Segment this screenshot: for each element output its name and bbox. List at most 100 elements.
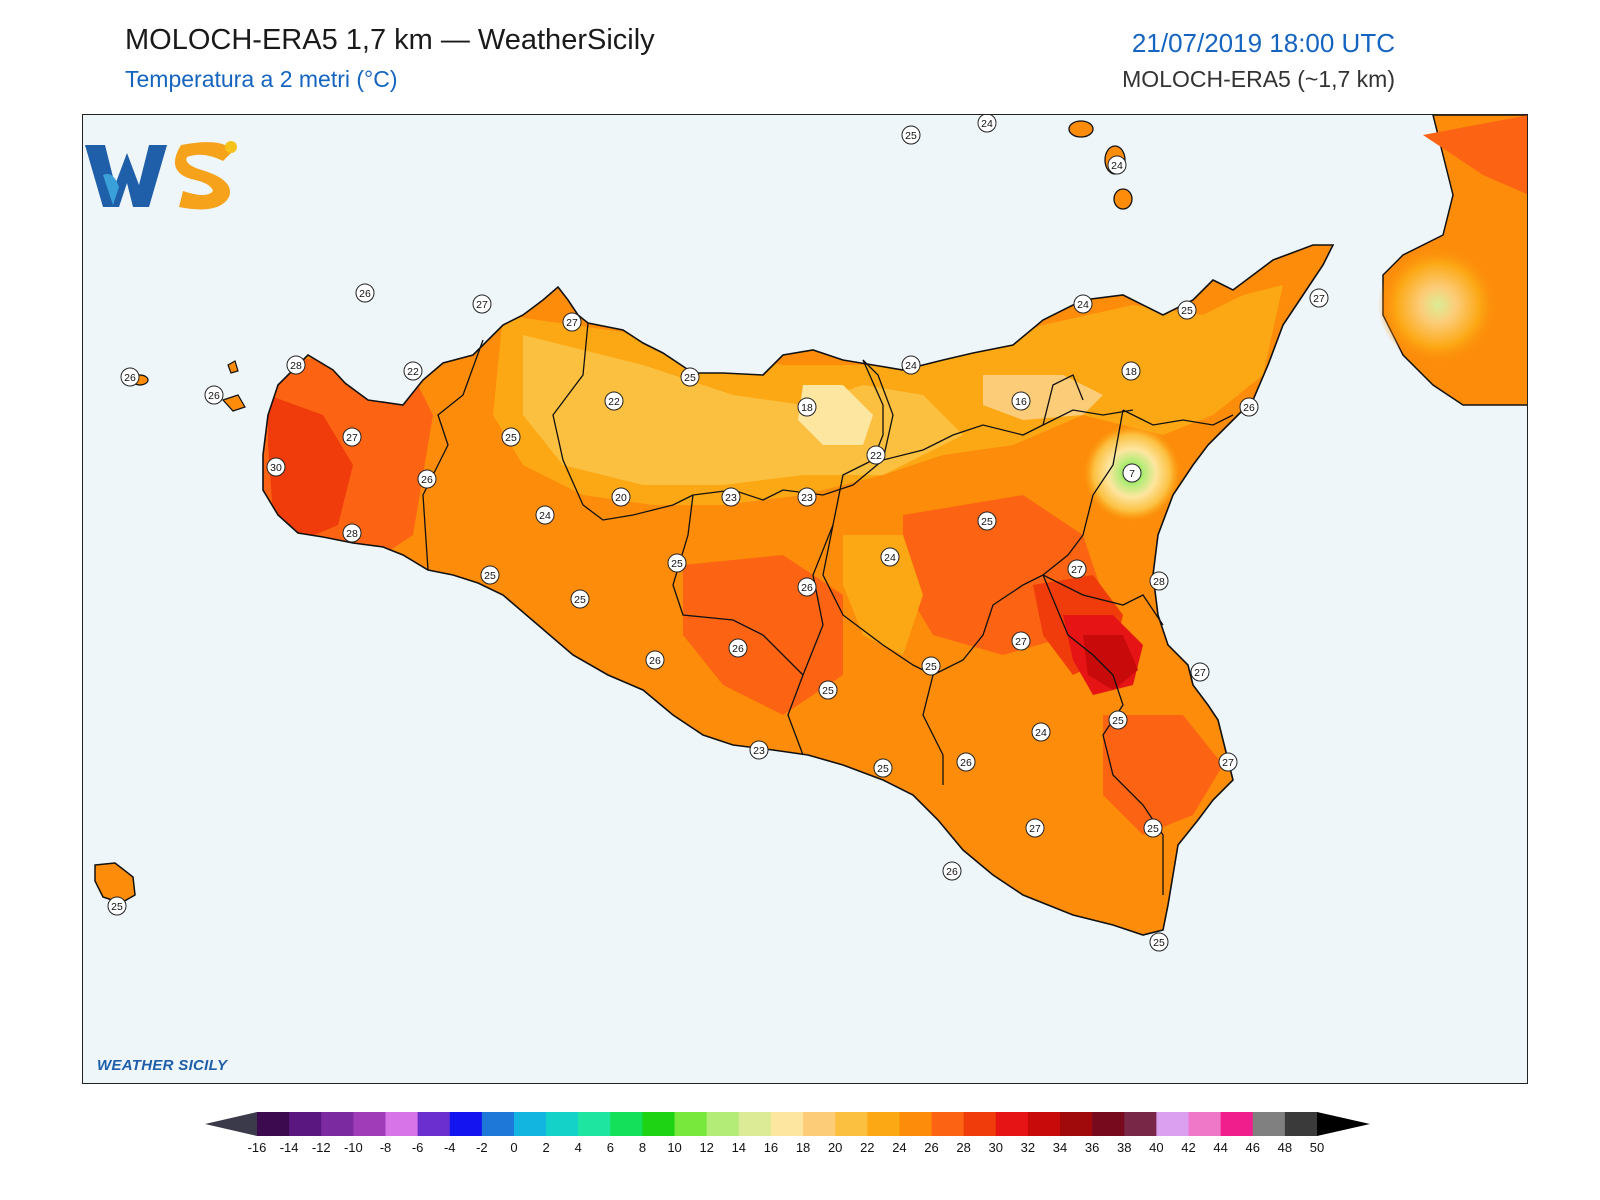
station-marker: 28: [286, 355, 306, 375]
temperature-field: [263, 285, 1283, 835]
station-value: 25: [484, 570, 496, 582]
station-value: 26: [960, 757, 972, 769]
colorbar-swatch: [610, 1112, 643, 1136]
station-value: 28: [346, 528, 358, 540]
station-value: 24: [1035, 727, 1047, 739]
station-value: 27: [1029, 823, 1041, 835]
colorbar-swatch: [1220, 1112, 1254, 1136]
colorbar-swatch: [867, 1112, 900, 1136]
station-marker: 25: [901, 125, 921, 145]
forecast-datetime: 21/07/2019 18:00 UTC: [1131, 28, 1395, 58]
colorbar-tick-label: -10: [343, 1140, 363, 1155]
colorbar-tick-label: 6: [606, 1140, 614, 1155]
station-marker: 24: [901, 355, 921, 375]
station-value: 25: [684, 372, 696, 384]
station-value: 22: [608, 396, 620, 408]
station-marker: 20: [611, 487, 631, 507]
station-value: 27: [1194, 667, 1206, 679]
colorbar-swatch: [1124, 1112, 1157, 1136]
station-value: 25: [1147, 823, 1159, 835]
station-marker: 25: [680, 367, 700, 387]
station-value: 26: [124, 372, 136, 384]
station-value: 24: [1111, 160, 1123, 172]
station-marker: 26: [355, 283, 375, 303]
colorbar-swatch: [706, 1112, 740, 1136]
colorbar-swatch: [674, 1112, 708, 1136]
station-marker: 25: [977, 511, 997, 531]
colorbar-tick-label: 30: [988, 1140, 1004, 1155]
colorbar-tick-label: 18: [795, 1140, 811, 1155]
colorbar-swatch: [1156, 1112, 1190, 1136]
station-marker: 26: [204, 385, 224, 405]
colorbar-tick-label: -2: [476, 1140, 488, 1155]
colorbar-tick-label: 4: [574, 1140, 582, 1155]
colorbar-swatch: [385, 1112, 419, 1136]
station-marker: 28: [1149, 571, 1169, 591]
colorbar-tick-label: -16: [247, 1140, 267, 1155]
egadi-islands: [131, 360, 246, 412]
colorbar-tick-label: 42: [1181, 1140, 1196, 1155]
station-value: 27: [1313, 293, 1325, 305]
station-marker: 22: [403, 361, 423, 381]
colorbar-tick-label: 38: [1117, 1140, 1132, 1155]
station-value: 16: [1015, 396, 1027, 408]
colorbar-tick-label: -4: [443, 1140, 456, 1155]
station-marker: 22: [866, 445, 886, 465]
colorbar-tick-label: -12: [311, 1140, 331, 1155]
colorbar-swatch: [803, 1112, 836, 1136]
colorbar-swatch: [353, 1112, 386, 1136]
colorbar-max-arrow: [1317, 1112, 1370, 1136]
colorbar-swatch: [642, 1112, 676, 1136]
station-marker: 25: [818, 680, 838, 700]
station-marker: 24: [1073, 294, 1093, 314]
colorbar-swatch: [417, 1112, 451, 1136]
colorbar-tick-label: 26: [924, 1140, 939, 1155]
colorbar-swatch: [321, 1112, 354, 1136]
station-marker: 24: [880, 547, 900, 567]
station-marker: 25: [1108, 710, 1128, 730]
station-value: 23: [725, 492, 737, 504]
station-value: 18: [1125, 366, 1137, 378]
station-marker: 18: [1121, 361, 1141, 381]
station-value: 20: [615, 492, 627, 504]
station-value: 28: [290, 360, 302, 372]
logo-caption: WEATHER SICILY: [97, 1057, 228, 1074]
map-title: MOLOCH-ERA5 1,7 km — WeatherSicily: [125, 24, 655, 56]
station-marker: 27: [1218, 752, 1238, 772]
colorbar-swatch: [963, 1112, 997, 1136]
station-value: 28: [1153, 576, 1165, 588]
station-value: 25: [905, 130, 917, 142]
colorbar-tick-label: 50: [1309, 1140, 1325, 1155]
station-marker: 27: [1025, 818, 1045, 838]
colorbar-swatch: [289, 1112, 322, 1136]
station-marker: 23: [749, 740, 769, 760]
colorbar-tick-label: 20: [827, 1140, 843, 1155]
station-marker: 25: [480, 565, 500, 585]
calabria-region: [1378, 115, 1527, 406]
station-marker: 24: [1031, 722, 1051, 742]
weather-sicily-logo: [85, 141, 237, 210]
station-value: 26: [208, 390, 220, 402]
colorbar-tick-label: 2: [542, 1140, 550, 1155]
colorbar-swatch: [1252, 1112, 1286, 1136]
station-value: 22: [870, 450, 882, 462]
station-value: 7: [1129, 468, 1135, 480]
station-value: 22: [407, 366, 419, 378]
station-value: 27: [346, 432, 358, 444]
station-marker: 24: [977, 115, 997, 133]
station-marker: 27: [342, 427, 362, 447]
station-marker: 26: [645, 650, 665, 670]
colorbar-swatch: [1188, 1112, 1222, 1136]
station-value: 25: [671, 558, 683, 570]
station-marker: 26: [728, 638, 748, 658]
colorbar-swatch: [449, 1112, 483, 1136]
station-value: 23: [801, 492, 813, 504]
colorbar-tick-label: 14: [731, 1140, 747, 1155]
station-marker: 26: [942, 861, 962, 881]
station-value: 24: [539, 510, 551, 522]
colorbar-tick-label: 46: [1245, 1140, 1260, 1155]
colorbar-min-arrow: [205, 1112, 257, 1136]
station-value: 26: [1243, 402, 1255, 414]
station-value: 27: [476, 299, 488, 311]
colorbar-tick-label: -14: [279, 1140, 299, 1155]
